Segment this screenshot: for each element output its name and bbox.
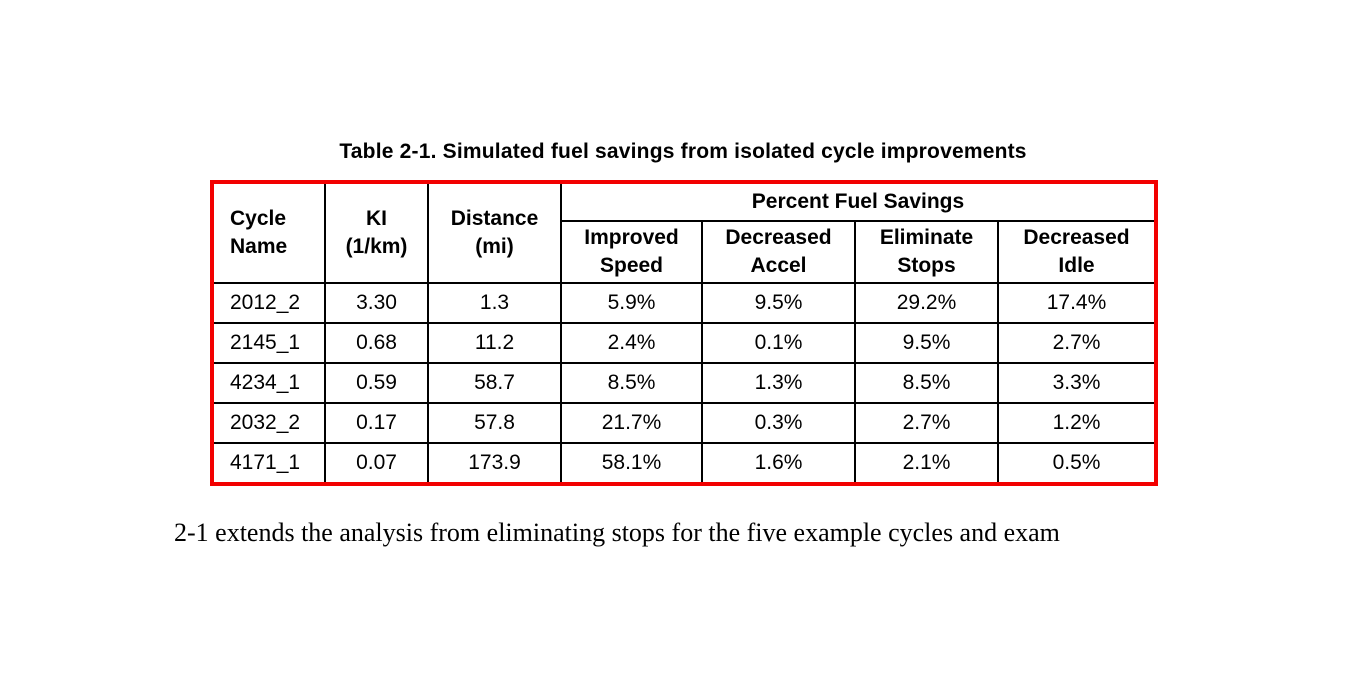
cell-decreased-accel: 1.3% xyxy=(701,362,856,404)
cell-eliminate-stops: 2.7% xyxy=(854,402,999,444)
table-row: 4234_1 0.59 58.7 8.5% 1.3% 8.5% 3.3% xyxy=(211,362,1157,404)
table-row: 4171_1 0.07 173.9 58.1% 1.6% 2.1% 0.5% xyxy=(211,442,1157,485)
cell-cycle-name: 2032_2 xyxy=(211,402,326,444)
cell-decreased-accel: 9.5% xyxy=(701,282,856,324)
cell-ki: 3.30 xyxy=(324,282,429,324)
cell-ki: 0.07 xyxy=(324,442,429,485)
table-caption: Table 2-1. Simulated fuel savings from i… xyxy=(339,140,1027,163)
cell-decreased-idle: 1.2% xyxy=(997,402,1157,444)
header-percent-fuel-savings: Percent Fuel Savings xyxy=(560,181,1157,222)
cell-eliminate-stops: 29.2% xyxy=(854,282,999,324)
cell-improved-speed: 2.4% xyxy=(560,322,703,364)
fuel-savings-table-container: Cycle Name KI (1/km) Distance (mi) Perce… xyxy=(210,180,1158,486)
cell-cycle-name: 4171_1 xyxy=(211,442,326,485)
cell-distance: 11.2 xyxy=(427,322,562,364)
cell-decreased-accel: 0.3% xyxy=(701,402,856,444)
cell-ki: 0.68 xyxy=(324,322,429,364)
header-distance: Distance (mi) xyxy=(427,181,562,284)
body-paragraph: 2-1 extends the analysis from eliminatin… xyxy=(174,518,1060,547)
cell-ki: 0.59 xyxy=(324,362,429,404)
cell-distance: 1.3 xyxy=(427,282,562,324)
cell-decreased-idle: 17.4% xyxy=(997,282,1157,324)
cell-decreased-accel: 1.6% xyxy=(701,442,856,485)
cell-cycle-name: 2012_2 xyxy=(211,282,326,324)
cell-distance: 57.8 xyxy=(427,402,562,444)
header-decreased-idle: Decreased Idle xyxy=(997,220,1157,284)
table-row: 2032_2 0.17 57.8 21.7% 0.3% 2.7% 1.2% xyxy=(211,402,1157,444)
header-row-sub: Improved Speed Decreased Accel Eliminate… xyxy=(212,220,1157,284)
cell-cycle-name: 2145_1 xyxy=(211,322,326,364)
cell-eliminate-stops: 8.5% xyxy=(854,362,999,404)
header-row-group: Cycle Name KI (1/km) Distance (mi) Perce… xyxy=(211,181,1157,284)
cell-decreased-idle: 0.5% xyxy=(997,442,1157,485)
table-row: 2145_1 0.68 11.2 2.4% 0.1% 9.5% 2.7% xyxy=(211,322,1157,364)
cell-improved-speed: 8.5% xyxy=(560,362,703,404)
cell-distance: 173.9 xyxy=(427,442,562,485)
cell-decreased-accel: 0.1% xyxy=(701,322,856,364)
cell-improved-speed: 5.9% xyxy=(560,282,703,324)
cell-improved-speed: 58.1% xyxy=(560,442,703,485)
header-ki: KI (1/km) xyxy=(324,181,429,284)
cell-improved-speed: 21.7% xyxy=(560,402,703,444)
header-eliminate-stops: Eliminate Stops xyxy=(854,220,999,284)
cell-ki: 0.17 xyxy=(324,402,429,444)
table-row: 2012_2 3.30 1.3 5.9% 9.5% 29.2% 17.4% xyxy=(211,282,1157,324)
cell-eliminate-stops: 9.5% xyxy=(854,322,999,364)
cell-decreased-idle: 2.7% xyxy=(997,322,1157,364)
header-cycle-name: Cycle Name xyxy=(211,181,326,284)
cell-eliminate-stops: 2.1% xyxy=(854,442,999,485)
fuel-savings-table: Cycle Name KI (1/km) Distance (mi) Perce… xyxy=(210,180,1158,486)
header-decreased-accel: Decreased Accel xyxy=(701,220,856,284)
cell-decreased-idle: 3.3% xyxy=(997,362,1157,404)
cell-distance: 58.7 xyxy=(427,362,562,404)
header-improved-speed: Improved Speed xyxy=(560,220,703,284)
cell-cycle-name: 4234_1 xyxy=(211,362,326,404)
